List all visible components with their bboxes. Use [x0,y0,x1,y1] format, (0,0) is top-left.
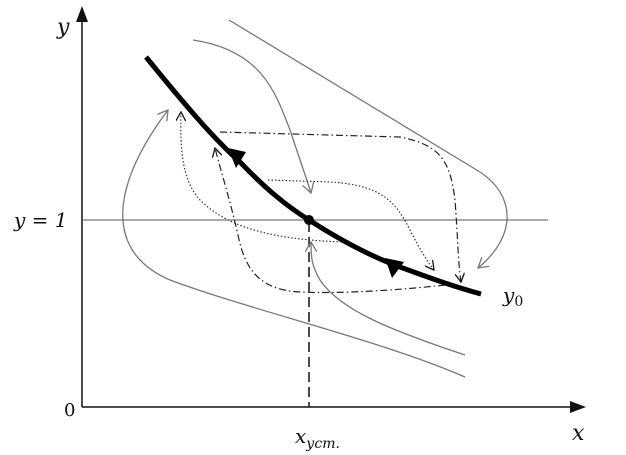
x-axis-arrow-icon [570,401,586,413]
dotted-trajectory-left [181,112,346,243]
main-curve-y0 [144,55,482,297]
y-axis-label: y [56,15,70,40]
y-equals-one-label: y = 1 [13,208,68,232]
direction-arrow-icon [385,258,404,278]
dashdot-trajectory-bottom [215,148,446,294]
y0-main: y [502,283,515,307]
origin-label: 0 [64,400,75,421]
trajectory-left [122,110,466,378]
direction-arrow-icon [228,148,246,168]
trajectory-top [192,39,311,193]
y0-sub: 0 [514,294,523,310]
dashdot-trajectory-top [219,131,461,282]
x-steady-label: xуст. [295,424,340,452]
curve-y0-label: y0 [502,283,523,310]
x-axis-label: x [572,421,585,446]
x-steady-main: x [295,424,306,448]
trajectory-bottom [311,242,466,356]
trajectory-outer [228,19,508,268]
equilibrium-point [304,215,314,225]
x-steady-sub: уст. [305,436,340,452]
y-axis-arrow-icon [76,6,88,22]
dotted-trajectory-right [267,179,434,270]
